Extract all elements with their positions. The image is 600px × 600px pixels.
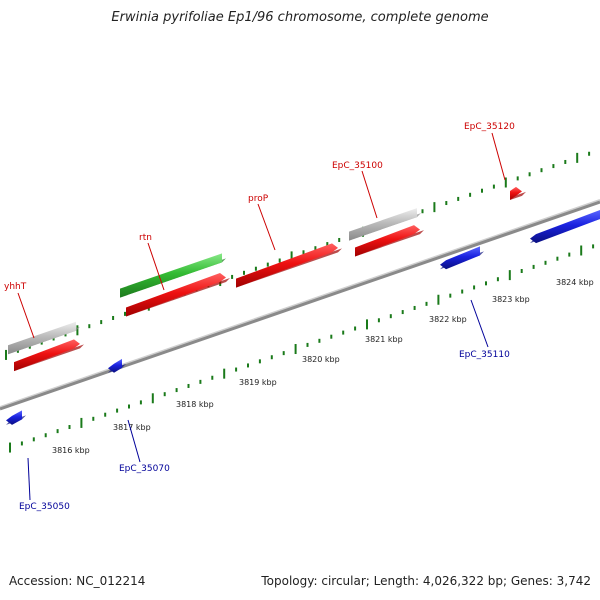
- feature-proP: [236, 243, 342, 288]
- gene-leader-line: [147, 242, 165, 291]
- gene-label: proP: [248, 194, 269, 204]
- feature-rtn: [126, 273, 230, 317]
- gene-leader-line: [27, 457, 31, 501]
- accession-text: Accession: NC_012214: [9, 574, 146, 588]
- scale-label: 3816 kbp: [52, 446, 90, 455]
- scale-label: 3817 kbp: [113, 423, 151, 432]
- gene-label: EpC_35120: [464, 122, 515, 132]
- feature-yhhT: [14, 339, 84, 372]
- gene-label: EpC_35070: [119, 464, 170, 474]
- feature-EpC_35110: [440, 246, 484, 270]
- backbone-highlight: [0, 199, 600, 408]
- feature-grey: [8, 321, 80, 355]
- feature-green: [120, 253, 226, 298]
- feature-EpC_35070: [108, 358, 126, 373]
- feature-EpC_35100: [355, 225, 424, 257]
- gene-label: rtn: [139, 233, 152, 243]
- gene-label: yhhT: [4, 282, 27, 292]
- gene-label: EpC_35050: [19, 502, 70, 512]
- genome-summary-text: Topology: circular; Length: 4,026,322 bp…: [261, 574, 591, 588]
- scale-label: 3823 kbp: [492, 295, 530, 304]
- feature-grey: [349, 208, 421, 241]
- gene-label: EpC_35110: [459, 350, 510, 360]
- scale-label: 3822 kbp: [429, 315, 467, 324]
- scale-label: 3818 kbp: [176, 400, 214, 409]
- gene-leader-line: [491, 132, 506, 181]
- scale-label: 3819 kbp: [239, 378, 277, 387]
- gene-leader-line: [470, 299, 489, 348]
- scale-label: 3824 kbp: [556, 278, 594, 287]
- gene-label: EpC_35100: [332, 161, 383, 171]
- gene-leader-line: [17, 292, 35, 339]
- gene-leader-line: [257, 203, 276, 251]
- gene-leader-line: [127, 419, 141, 463]
- feature-EpC_35050: [6, 410, 26, 425]
- scale-label: 3821 kbp: [365, 335, 403, 344]
- feature-EpC_35120: [510, 186, 526, 201]
- feature-blue-edge: [530, 210, 600, 244]
- backbone-line: [0, 200, 600, 411]
- gene-leader-line: [361, 170, 378, 219]
- scale-label: 3820 kbp: [302, 355, 340, 364]
- map-title: Erwinia pyrifoliae Ep1/96 chromosome, co…: [111, 10, 489, 25]
